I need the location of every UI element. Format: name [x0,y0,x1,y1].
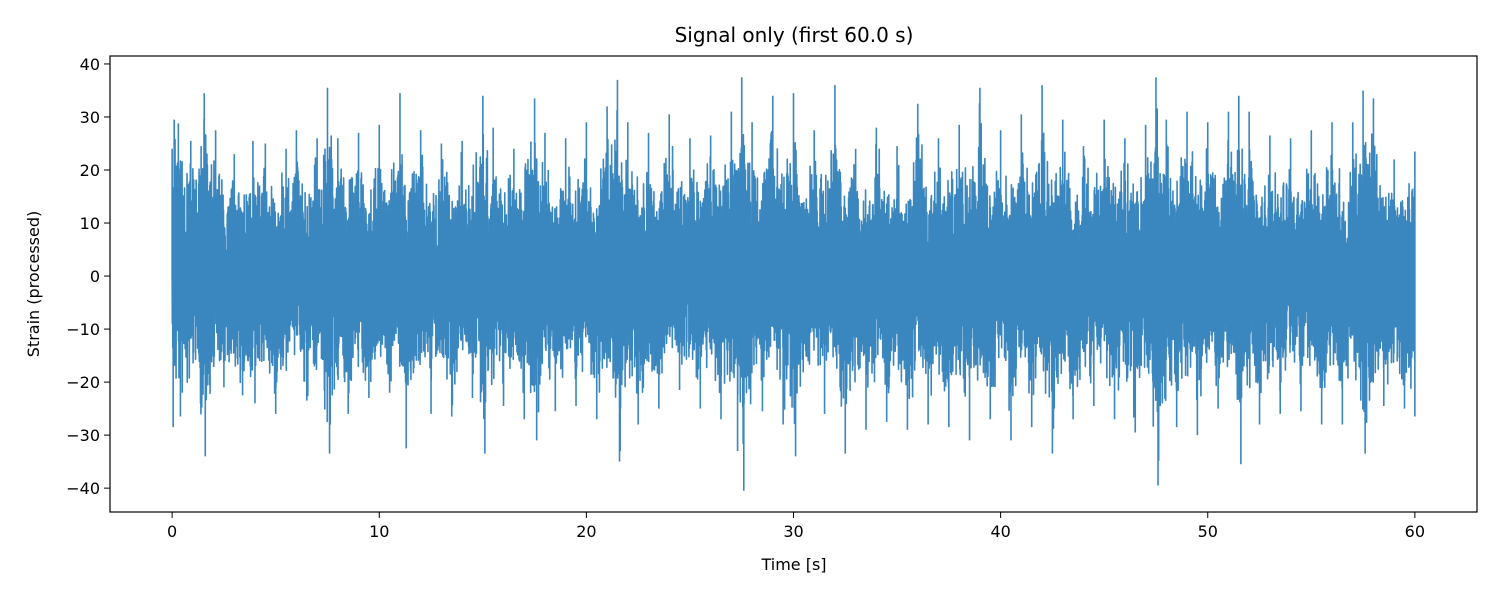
chart-title: Signal only (first 60.0 s) [675,23,914,47]
x-axis: 0 10 20 30 40 50 60 [167,512,1425,541]
y-axis: −40 −30 −20 −10 0 10 20 30 40 [66,55,110,498]
signal-series-line [171,77,1416,491]
y-tick-label: −20 [66,373,100,392]
axes-frame [109,55,1478,513]
y-tick-label: 10 [80,214,100,233]
y-tick-label: 40 [80,55,100,74]
x-tick-label: 50 [1198,522,1218,541]
x-tick-label: 10 [369,522,389,541]
y-tick-label: 30 [80,108,100,127]
x-tick-label: 0 [167,522,177,541]
y-tick-label: 20 [80,161,100,180]
y-tick-label: −40 [66,479,100,498]
y-axis-label: Strain (processed) [24,211,43,357]
y-tick-label: −10 [66,320,100,339]
x-tick-label: 60 [1405,522,1425,541]
x-tick-label: 20 [576,522,596,541]
y-tick-label: −30 [66,426,100,445]
y-tick-label: 0 [90,267,100,286]
x-axis-label: Time [s] [760,555,826,574]
x-tick-label: 40 [990,522,1010,541]
x-tick-label: 30 [783,522,803,541]
plot-area [171,77,1416,491]
